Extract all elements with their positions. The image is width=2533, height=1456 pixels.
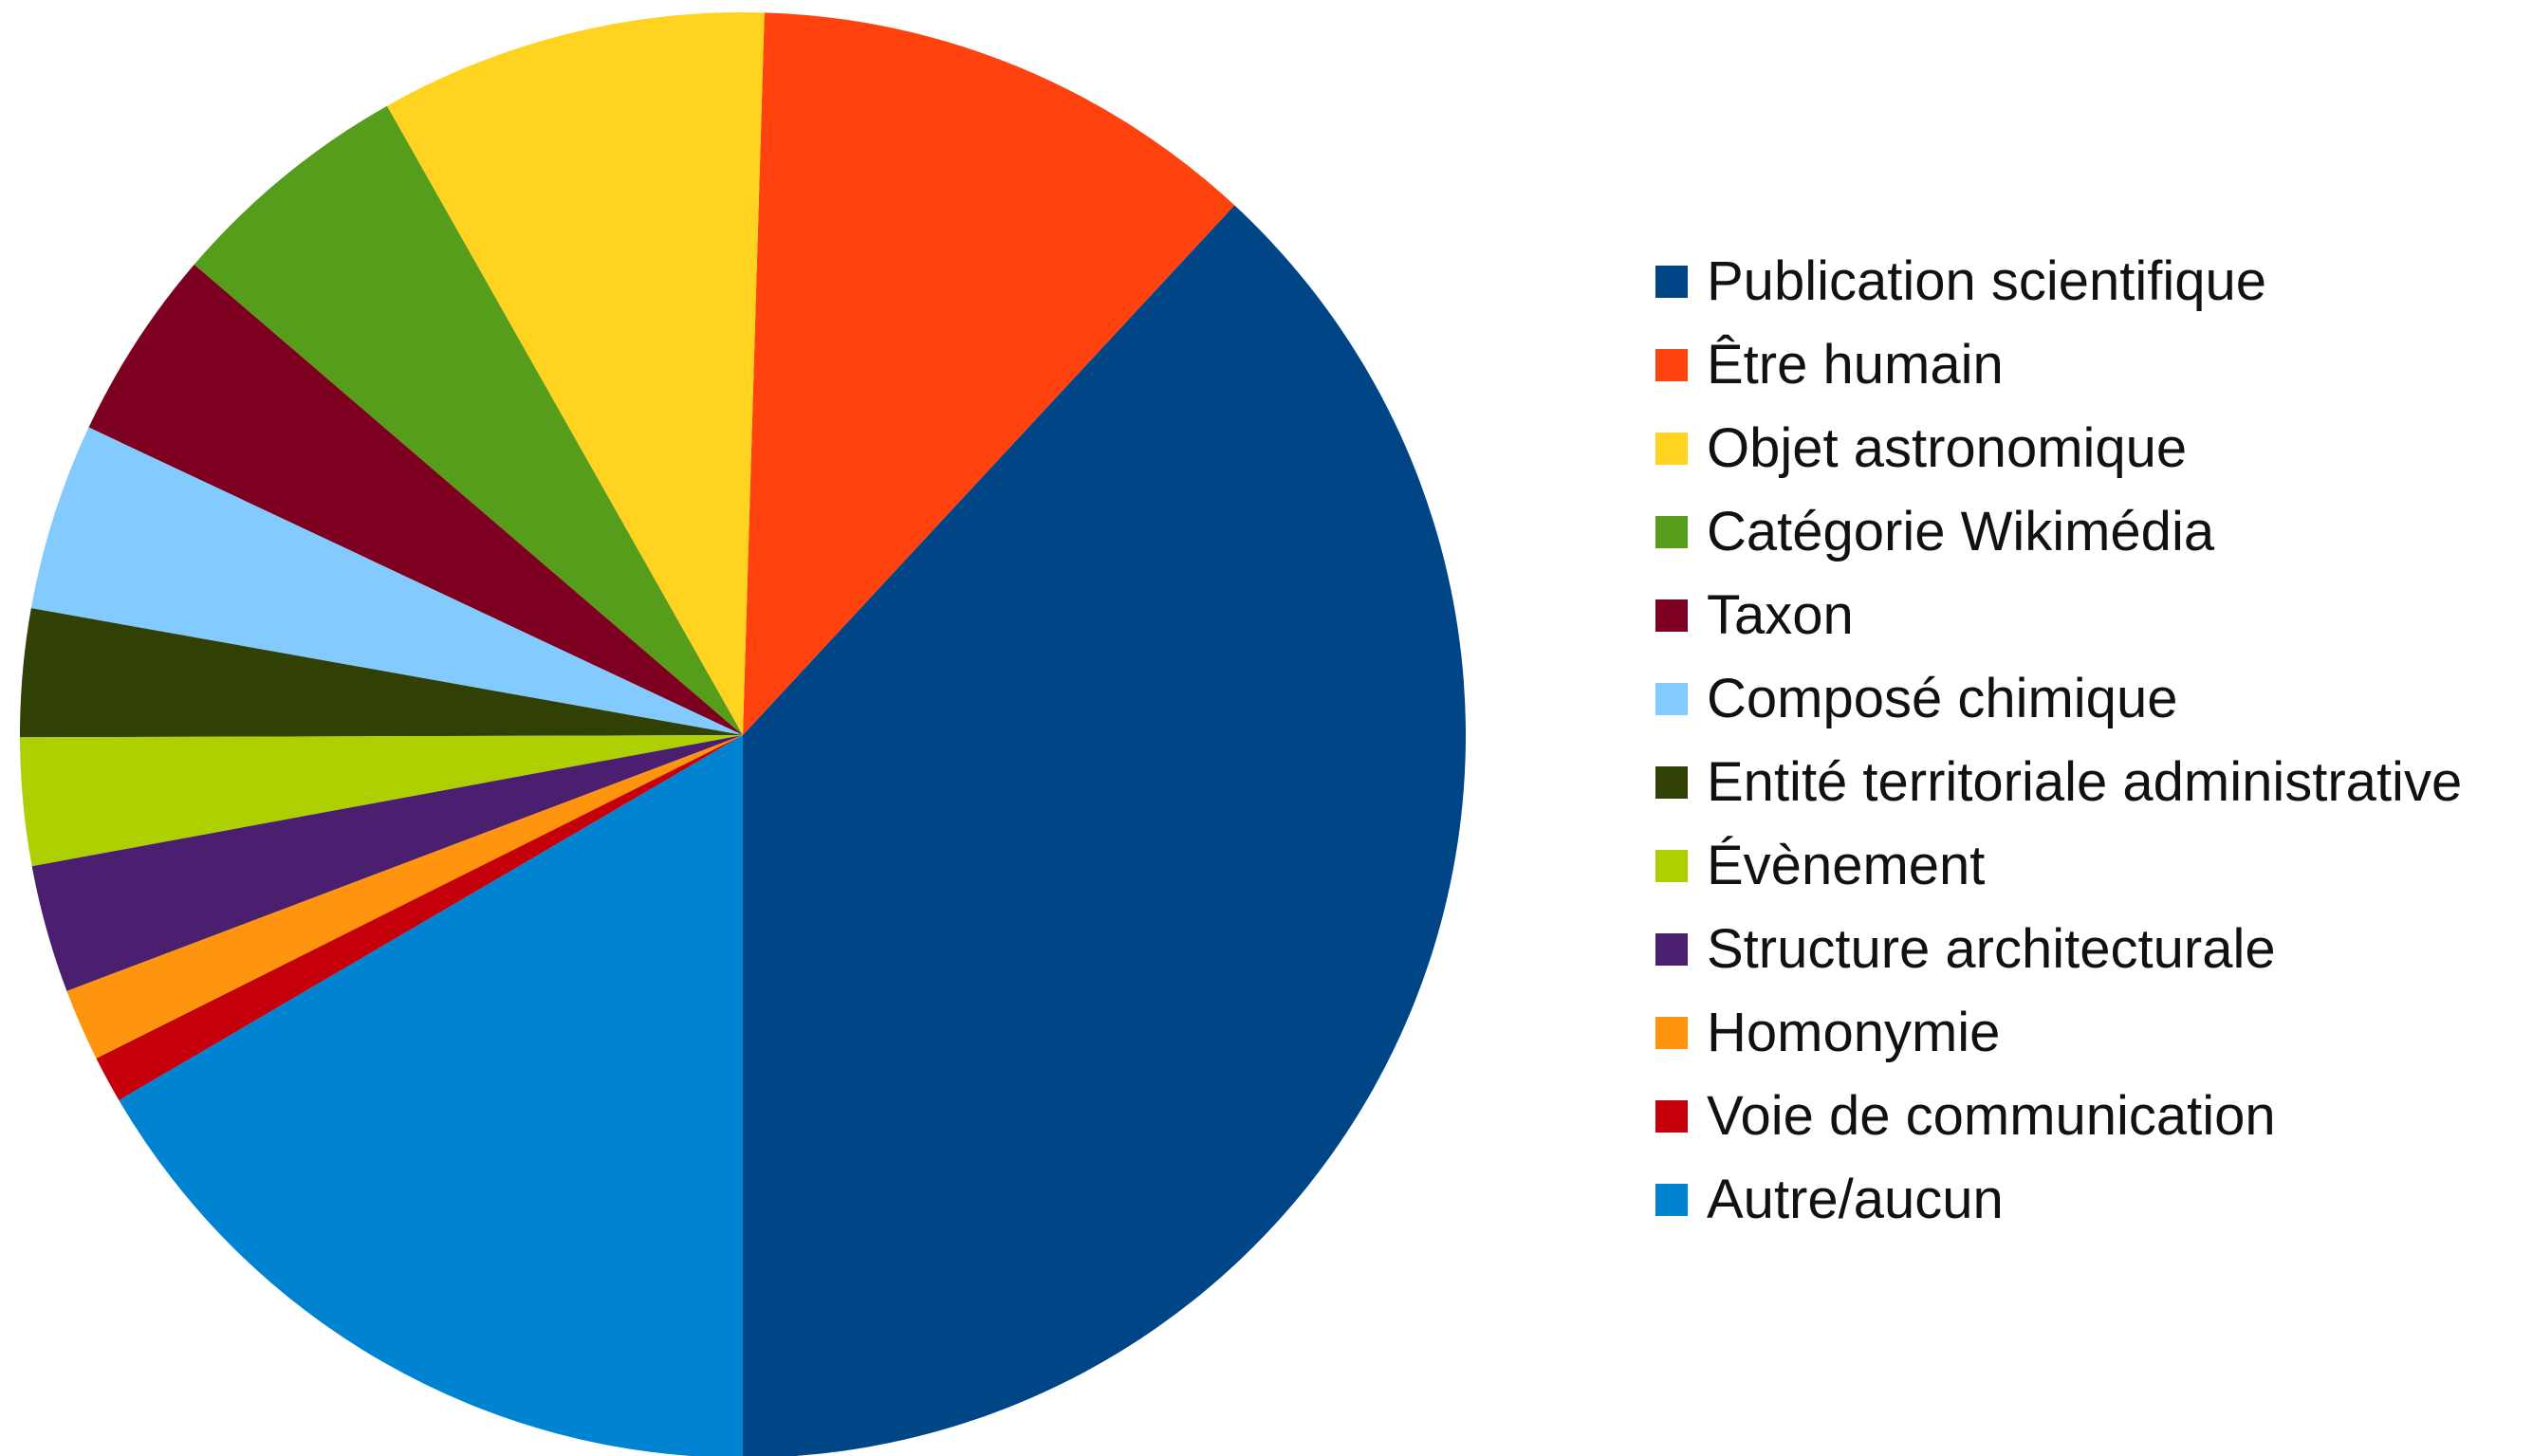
legend-label: Entité territoriale administrative (1707, 751, 2463, 813)
legend-item: Autre/aucun (1655, 1158, 2528, 1242)
legend-item: Être humain (1655, 323, 2528, 407)
pie-slice-1 (743, 205, 1466, 1456)
legend-label: Catégorie Wikimédia (1707, 501, 2215, 562)
legend-label: Autre/aucun (1707, 1169, 2004, 1230)
pie-slice-9 (31, 735, 744, 991)
legend-swatch (1655, 1184, 1688, 1216)
legend-label: Être humain (1707, 334, 2004, 396)
legend-label: Voie de communication (1707, 1085, 2276, 1147)
legend-item: Publication scientifique (1655, 240, 2528, 323)
pie-slice-4 (194, 105, 743, 735)
legend-swatch (1655, 933, 1688, 966)
pie-slice-10 (66, 735, 743, 1059)
legend-item: Entité territoriale administrative (1655, 741, 2528, 824)
legend-swatch (1655, 766, 1688, 799)
pie-slice-11 (96, 735, 744, 1100)
legend-swatch (1655, 433, 1688, 465)
pie-slice-7 (19, 608, 744, 738)
legend-item: Objet astronomique (1655, 407, 2528, 490)
legend-item: Taxon (1655, 574, 2528, 657)
legend-item: Composé chimique (1655, 657, 2528, 741)
legend-swatch (1655, 683, 1688, 715)
legend-label: Composé chimique (1707, 668, 2178, 729)
legend-swatch (1655, 349, 1688, 381)
legend-label: Publication scientifique (1707, 250, 2267, 312)
legend-swatch (1655, 599, 1688, 632)
legend-swatch (1655, 516, 1688, 548)
legend-label: Objet astronomique (1707, 417, 2188, 479)
legend-label: Homonymie (1707, 1002, 2001, 1063)
legend-item: Homonymie (1655, 991, 2528, 1075)
legend-label: Structure architecturale (1707, 918, 2276, 980)
legend-swatch (1655, 266, 1688, 298)
legend-item: Structure architecturale (1655, 908, 2528, 991)
pie-slice-8 (20, 735, 743, 867)
pie-slice-12 (119, 735, 743, 1456)
pie-slice-3 (386, 11, 765, 736)
pie-plot (19, 11, 1466, 1456)
legend-label: Évènement (1707, 835, 1986, 896)
pie-slice-5 (88, 264, 743, 735)
legend-item: Voie de communication (1655, 1075, 2528, 1158)
legend-item: Catégorie Wikimédia (1655, 490, 2528, 574)
pie-slice-2 (743, 12, 1235, 735)
legend-swatch (1655, 850, 1688, 882)
legend-swatch (1655, 1100, 1688, 1133)
legend-swatch (1655, 1017, 1688, 1049)
legend-item: Évènement (1655, 824, 2528, 908)
legend: Publication scientifique Être humain Objet… (1655, 240, 2528, 1242)
legend-label: Taxon (1707, 584, 1854, 646)
pie-slice-6 (30, 427, 743, 735)
